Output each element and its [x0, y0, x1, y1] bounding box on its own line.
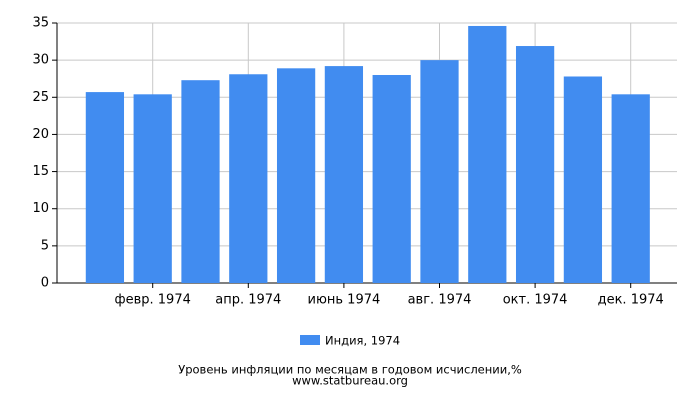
- y-tick-label: 15: [32, 164, 49, 179]
- bar: [181, 80, 220, 283]
- y-tick-label: 10: [32, 201, 49, 216]
- bar: [324, 66, 364, 283]
- x-tick-label: февр. 1974: [115, 293, 191, 308]
- legend-label: Индия, 1974: [325, 334, 400, 348]
- chart-subtitle: www.statbureau.org: [292, 374, 408, 388]
- bar: [133, 94, 172, 283]
- bar: [515, 46, 555, 284]
- bar: [85, 92, 125, 283]
- bar: [563, 76, 603, 283]
- y-tick-label: 25: [32, 90, 49, 105]
- x-tick-label: окт. 1974: [503, 293, 568, 308]
- y-tick-label: 35: [32, 16, 49, 31]
- y-tick-label: 0: [41, 276, 49, 291]
- x-tick-label: авг. 1974: [408, 293, 472, 308]
- chart-title: Уровень инфляции по месяцам в годовом ис…: [178, 363, 522, 377]
- legend-swatch: [300, 335, 320, 345]
- y-tick-label: 5: [41, 238, 49, 253]
- x-tick-label: апр. 1974: [215, 293, 281, 308]
- x-tick-label: дек. 1974: [598, 293, 664, 308]
- bar: [468, 25, 507, 283]
- bar: [611, 94, 650, 283]
- bar: [229, 74, 268, 283]
- y-tick-label: 20: [32, 127, 49, 142]
- y-tick-label: 30: [32, 53, 49, 68]
- bar: [276, 68, 316, 283]
- x-tick-label: июнь 1974: [308, 293, 381, 308]
- bar: [372, 75, 411, 283]
- bar: [420, 60, 459, 284]
